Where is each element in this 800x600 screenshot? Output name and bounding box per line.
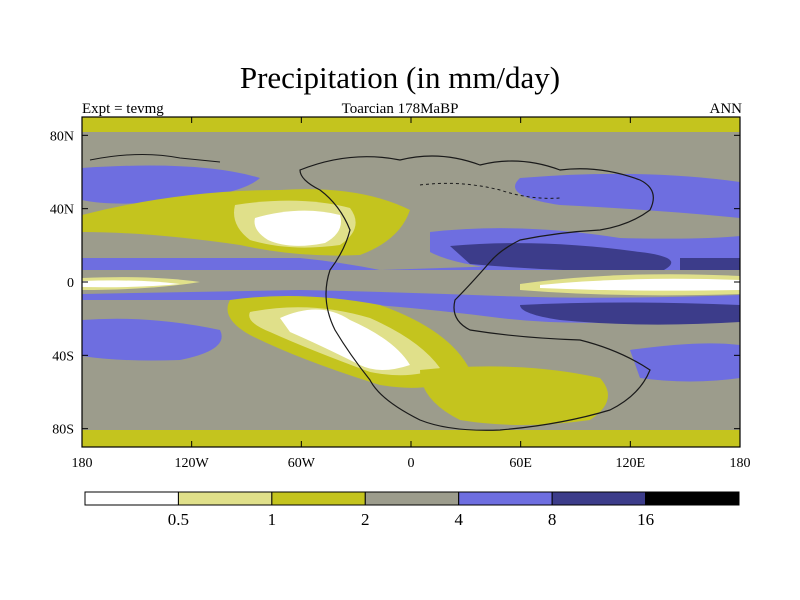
tethys-islands — [419, 182, 561, 199]
axis-ticks — [81, 117, 741, 447]
x-tick-label: 180 — [730, 456, 751, 471]
colorbar-swatch-5 — [551, 491, 647, 506]
x-tick-label: 0 — [408, 456, 415, 471]
s-storm-track-west — [82, 318, 222, 361]
colorbar-swatch-2 — [271, 491, 366, 506]
colorbar-label: 16 — [637, 510, 654, 529]
experiment-label: Expt = tevmg — [82, 101, 164, 117]
y-tick-label: 80S — [52, 423, 74, 438]
pangaea-coastline — [299, 155, 654, 431]
nw-pangaea-driest — [254, 210, 341, 246]
colorbar-swatch-3 — [364, 491, 460, 506]
colorbar-labels: 0.5 1 2 4 8 16 — [168, 510, 654, 529]
colorbar-swatch-6 — [645, 491, 740, 506]
x-tick-label: 180 — [72, 456, 93, 471]
colorbar-swatch-4 — [458, 491, 553, 506]
tethys-core — [450, 243, 672, 272]
s-storm-track-east — [630, 343, 740, 382]
plot-title: Precipitation (in mm/day) — [239, 60, 561, 95]
colorbar-label: 1 — [268, 510, 277, 529]
y-tick-label: 80N — [50, 129, 74, 144]
x-tick-label: 120E — [616, 456, 646, 471]
n-storm-track-east — [515, 173, 740, 218]
x-axis-labels: 180 120W 60W 0 60E 120E 180 — [72, 456, 751, 471]
colorbar — [84, 491, 740, 506]
y-axis-labels: 80N 40N 0 40S 80S — [50, 129, 74, 437]
arctic-gray-band — [82, 132, 740, 154]
x-tick-label: 60W — [288, 456, 316, 471]
eq-tongue-west — [82, 280, 180, 288]
arctic-coast — [89, 153, 221, 163]
map-field — [82, 117, 740, 447]
x-tick-label: 60E — [509, 456, 532, 471]
sw-pangaea-driest — [280, 309, 410, 370]
y-tick-label: 40S — [52, 349, 74, 364]
colorbar-swatch-0 — [84, 491, 179, 506]
antarctic-band — [82, 430, 740, 447]
colorbar-swatch-1 — [177, 491, 273, 506]
tethys-core-east — [680, 258, 740, 272]
colorbar-label: 8 — [548, 510, 557, 529]
eq-tongue-east — [540, 278, 740, 291]
s-tethys-core — [520, 302, 740, 325]
colorbar-label: 2 — [361, 510, 370, 529]
colorbar-label: 4 — [454, 510, 463, 529]
period-label: Toarcian 178MaBP — [341, 101, 459, 117]
colorbar-label: 0.5 — [168, 510, 189, 529]
y-tick-label: 0 — [67, 276, 74, 291]
y-tick-label: 40N — [50, 203, 74, 218]
s-pangaea-olive — [420, 366, 608, 425]
x-tick-label: 120W — [175, 456, 210, 471]
season-label: ANN — [709, 101, 743, 117]
